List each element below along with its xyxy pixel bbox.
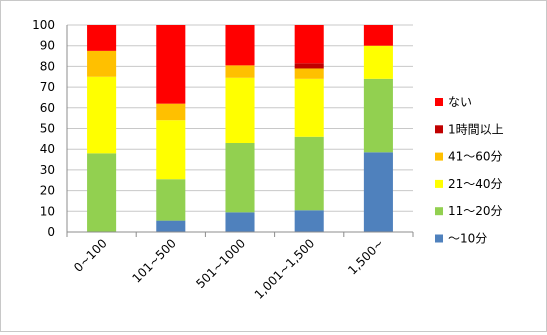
bar-segment: [363, 152, 393, 232]
bar-segment: [363, 45, 393, 79]
legend-item: 21～40分: [435, 177, 503, 191]
legend: ない 1時間以上 41～60分 21～40分 11～20分 ～10分: [435, 95, 504, 246]
legend-label: 21～40分: [448, 177, 503, 191]
bar-segment: [225, 25, 255, 66]
bar-segment: [156, 25, 186, 104]
legend-swatch: [435, 207, 443, 216]
bar-segment: [87, 25, 117, 51]
bars: [87, 25, 393, 232]
bar-segment: [225, 142, 255, 213]
bar-segment: [87, 153, 117, 232]
y-tick-label: 50: [40, 122, 55, 136]
legend-swatch: [435, 152, 443, 161]
legend-swatch: [435, 179, 443, 188]
y-tick-label: 90: [40, 39, 55, 53]
bar-segment: [225, 77, 255, 143]
bar-segment: [294, 210, 324, 232]
legend-item: 1時間以上: [435, 122, 504, 136]
bar-segment: [294, 25, 324, 64]
x-tick-label: 0~100: [71, 236, 110, 275]
y-tick-label: 100: [32, 18, 55, 32]
bar-segment: [87, 50, 117, 77]
legend-swatch: [435, 125, 443, 134]
y-tick-label: 80: [40, 59, 55, 73]
y-axis: 0 10 20 30 40 50 60 70 80 90 100: [32, 18, 68, 239]
bar-segment: [156, 120, 186, 180]
legend-label: 1時間以上: [448, 122, 504, 136]
legend-item: ～10分: [435, 232, 487, 246]
bar-segment: [294, 63, 324, 69]
y-tick-label: 60: [40, 101, 55, 115]
y-tick-label: 10: [40, 204, 55, 218]
legend-swatch: [435, 234, 443, 243]
y-tick-label: 20: [40, 184, 55, 198]
legend-swatch: [435, 98, 443, 106]
y-tick-label: 30: [40, 163, 55, 177]
bar-segment: [156, 179, 186, 221]
bar-segment: [156, 220, 186, 232]
x-tick-label: 1,500~: [345, 236, 386, 277]
bar-segment: [294, 78, 324, 137]
legend-label: ない: [448, 95, 472, 109]
y-tick-label: 0: [47, 225, 55, 239]
x-axis: 0~100 101~500 501~1000 1,001~1,500 1,500~: [66, 231, 414, 302]
x-tick-label: 101~500: [130, 236, 179, 285]
legend-label: 41～60分: [448, 150, 503, 164]
x-tick-label: 1,001~1,500: [252, 236, 318, 302]
bar-segment: [225, 212, 255, 232]
bar-segment: [87, 76, 117, 154]
x-tick-label: 501~1000: [193, 236, 248, 291]
bar-segment: [156, 103, 186, 121]
bar-segment: [294, 136, 324, 211]
legend-label: 11～20分: [448, 204, 503, 218]
y-tick-label: 70: [40, 80, 55, 94]
bar-segment: [294, 68, 324, 79]
legend-item: 41～60分: [435, 150, 503, 164]
legend-item: ない: [435, 95, 472, 109]
legend-label: ～10分: [448, 232, 487, 246]
y-tick-label: 40: [40, 142, 55, 156]
legend-item: 11～20分: [435, 204, 503, 218]
bar-segment: [225, 65, 255, 78]
bar-segment: [363, 25, 393, 46]
bar-segment: [363, 78, 393, 153]
